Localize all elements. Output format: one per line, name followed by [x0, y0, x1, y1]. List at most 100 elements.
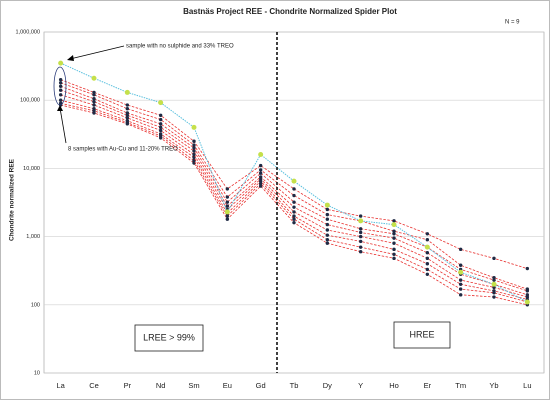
- data-point: [158, 122, 163, 126]
- data-point: [458, 282, 463, 286]
- data-point: [92, 103, 96, 107]
- data-point: [92, 100, 96, 104]
- data-point: [58, 93, 63, 97]
- data-point: [458, 269, 464, 275]
- data-point: [358, 227, 363, 231]
- data-point: [358, 250, 363, 254]
- note: N = 9: [505, 20, 520, 26]
- data-point: [458, 293, 463, 297]
- data-point: [125, 119, 130, 123]
- arrowhead: [67, 55, 74, 61]
- data-point: [358, 234, 363, 239]
- data-point: [425, 238, 430, 242]
- data-point: [458, 263, 463, 267]
- arrow: [69, 45, 125, 60]
- data-point: [158, 100, 164, 106]
- data-point: [491, 281, 497, 287]
- data-point: [158, 125, 163, 130]
- label-box: [134, 324, 204, 352]
- data-point: [525, 266, 530, 271]
- data-point: [125, 111, 130, 115]
- x-tick-label: Gd: [256, 381, 266, 390]
- data-point: [192, 158, 196, 163]
- data-point: [58, 98, 63, 102]
- data-point: [292, 187, 296, 191]
- y-tick-label: 100,000: [20, 98, 40, 104]
- data-point: [258, 181, 263, 186]
- data-point: [191, 124, 197, 130]
- data-point: [425, 256, 430, 261]
- data-point: [358, 239, 363, 244]
- x-tick-label: Yb: [489, 381, 498, 390]
- annotation: LREE > 99%: [143, 332, 195, 342]
- data-point: [392, 229, 396, 233]
- series-line: [60, 94, 528, 298]
- x-tick-label: Ho: [389, 381, 399, 390]
- data-point: [92, 97, 96, 101]
- data-point: [58, 81, 63, 85]
- data-point: [492, 278, 496, 282]
- data-point: [291, 178, 297, 184]
- data-point: [225, 214, 230, 218]
- x-tick-label: Lu: [523, 381, 531, 390]
- label-box: [393, 321, 451, 349]
- data-point: [391, 222, 397, 228]
- y-tick-label: 1,000: [26, 234, 40, 240]
- data-point: [225, 195, 230, 199]
- x-tick-label: Ce: [89, 381, 99, 390]
- data-point: [425, 251, 430, 255]
- data-point: [125, 103, 130, 107]
- x-tick-label: Pr: [124, 381, 132, 390]
- data-point: [392, 219, 396, 223]
- data-point: [125, 116, 130, 120]
- data-point: [292, 214, 296, 218]
- data-point: [158, 128, 163, 133]
- data-point: [392, 247, 396, 252]
- annotation: sample with no sulphide and 33% TREO: [126, 44, 234, 50]
- y-tick-label: 10,000: [23, 166, 40, 172]
- data-point: [224, 209, 230, 215]
- data-point: [458, 287, 463, 291]
- arrowhead: [57, 105, 63, 111]
- data-point: [258, 163, 263, 168]
- annotation: 8 samples with Au-Cu and 11-20% TREO: [68, 147, 178, 153]
- data-point: [158, 117, 163, 122]
- data-point: [325, 222, 330, 227]
- data-point: [58, 84, 63, 88]
- data-point: [258, 171, 263, 175]
- data-point: [124, 89, 130, 95]
- data-point: [258, 184, 263, 188]
- data-point: [358, 218, 364, 224]
- data-point: [324, 202, 330, 208]
- x-tick-label: Nd: [156, 381, 166, 390]
- data-point: [392, 236, 396, 240]
- data-point: [392, 241, 396, 245]
- data-point: [325, 212, 330, 217]
- y-axis-label: Chondrite normalized REE: [9, 158, 16, 241]
- data-point: [525, 293, 530, 297]
- data-point: [292, 220, 296, 225]
- data-point: [258, 151, 264, 157]
- data-point: [325, 238, 330, 242]
- data-point: [325, 228, 330, 232]
- data-point: [192, 149, 196, 153]
- series-line: [60, 85, 528, 292]
- data-point: [392, 252, 396, 257]
- data-point: [292, 193, 296, 198]
- data-point: [492, 256, 496, 261]
- data-point: [325, 241, 330, 245]
- data-point: [125, 107, 130, 111]
- data-point: [158, 113, 163, 118]
- y-tick-label: 10: [34, 370, 40, 376]
- data-point: [225, 200, 230, 204]
- data-point: [325, 233, 330, 237]
- data-point: [58, 77, 63, 82]
- data-point: [358, 230, 363, 235]
- plot-area: 10 100 1,000 10,000 100,000 1,000,000 La Ce Pr Nd…: [16, 29, 545, 390]
- data-point: [292, 200, 296, 204]
- data-point: [425, 232, 430, 236]
- data-point: [358, 245, 363, 249]
- data-point: [158, 132, 163, 136]
- data-point: [91, 75, 97, 81]
